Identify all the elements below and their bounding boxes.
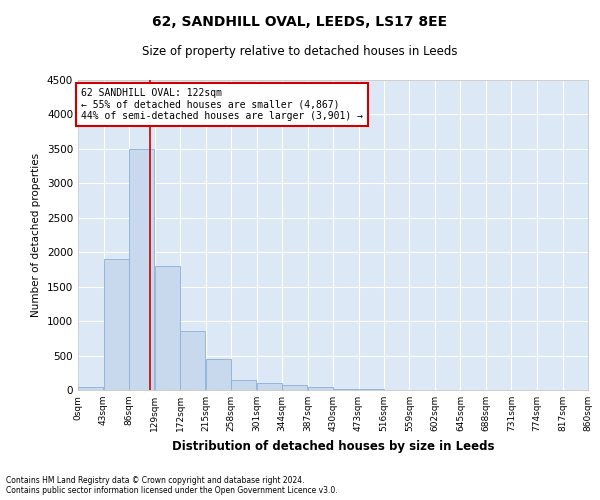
X-axis label: Distribution of detached houses by size in Leeds: Distribution of detached houses by size … [172, 440, 494, 452]
Bar [78, 386, 103, 390]
Bar [155, 266, 180, 390]
Bar [308, 386, 333, 390]
Text: 62, SANDHILL OVAL, LEEDS, LS17 8EE: 62, SANDHILL OVAL, LEEDS, LS17 8EE [152, 15, 448, 29]
Bar [206, 359, 231, 390]
Text: 62 SANDHILL OVAL: 122sqm
← 55% of detached houses are smaller (4,867)
44% of sem: 62 SANDHILL OVAL: 122sqm ← 55% of detach… [81, 88, 363, 122]
Text: Contains HM Land Registry data © Crown copyright and database right 2024.
Contai: Contains HM Land Registry data © Crown c… [6, 476, 338, 495]
Bar [282, 385, 307, 390]
Bar [180, 332, 205, 390]
Y-axis label: Number of detached properties: Number of detached properties [31, 153, 41, 317]
Bar [257, 383, 282, 390]
Bar [129, 149, 154, 390]
Bar [231, 380, 256, 390]
Text: Size of property relative to detached houses in Leeds: Size of property relative to detached ho… [142, 45, 458, 58]
Bar [104, 259, 129, 390]
Bar [333, 388, 358, 390]
